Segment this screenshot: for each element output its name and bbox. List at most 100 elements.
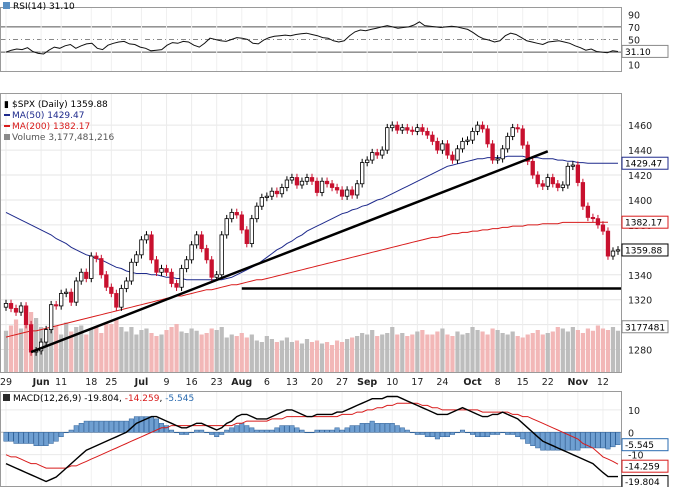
volume-bar (264, 336, 269, 372)
volume-bar (470, 327, 475, 372)
candle-up (189, 244, 194, 261)
candle-down (94, 255, 99, 259)
volume-bar (585, 328, 591, 372)
volume-bar (224, 337, 229, 372)
candle-down (530, 160, 535, 176)
candle-down (515, 127, 520, 130)
candle-down (169, 271, 174, 284)
ma200-value-badge: 1382.17 (621, 215, 669, 229)
candle-down (540, 183, 545, 187)
macd-histogram-bar (279, 425, 285, 433)
macd-histogram-bar (38, 432, 44, 446)
candle-up (179, 268, 184, 288)
macd-histogram-bar (605, 432, 611, 450)
candle-up (194, 234, 199, 246)
macd-histogram-bar (575, 432, 581, 451)
macd-label-name: MACD(12,26,9) (13, 394, 84, 404)
macd-histogram-bar (194, 429, 200, 433)
macd-histogram-bar (394, 425, 400, 433)
x-tick-label: 18 (85, 377, 97, 388)
macd-histogram-bar (465, 432, 471, 434)
candle-up (89, 255, 94, 279)
candle-up (415, 127, 420, 132)
macd-histogram-bar (58, 432, 64, 438)
macd-histogram-bar (615, 432, 621, 445)
candle-up (264, 195, 270, 198)
macd-histogram-bar (68, 429, 74, 433)
candle-up (184, 259, 189, 269)
volume-bar (54, 325, 59, 372)
volume-value-badge: 3177481 (621, 320, 669, 334)
volume-bar (455, 331, 460, 372)
volume-bar (475, 330, 480, 372)
volume-bar (535, 330, 540, 372)
volume-bar (575, 330, 580, 372)
volume-bar (555, 327, 560, 372)
macd-value-badge-box (621, 475, 669, 487)
candle-up (319, 180, 325, 193)
candle-down (244, 229, 249, 244)
candle-up (269, 190, 275, 197)
volume-bar (505, 334, 510, 372)
candle-down (480, 124, 485, 130)
macd-tick-label: 0 (628, 428, 634, 439)
volume-bar (229, 334, 234, 372)
macd-histogram-bar (485, 432, 491, 438)
volume-bar (425, 334, 430, 372)
x-tick-label: 22 (542, 377, 554, 388)
ma50-value-badge-text: 1429.47 (625, 160, 662, 170)
macd-legend: MACD(12,26,9) -19.804, -14.259, -5.545 (3, 394, 194, 404)
x-tick-label: 9 (164, 377, 170, 388)
candle-up (400, 127, 405, 131)
candle-up (139, 239, 144, 256)
volume-bar (530, 333, 535, 372)
macd-histogram-bar (98, 420, 104, 433)
volume-value-badge-box (621, 320, 669, 334)
macd-histogram-bar (63, 432, 69, 434)
macd-histogram-bar (329, 429, 335, 433)
candle-down (334, 187, 340, 191)
macd-histogram-bar (500, 432, 506, 434)
volume-bar (610, 327, 616, 372)
macd-label: MACD(12,26,9) -19.804, -14.259, -5.545 (13, 394, 194, 404)
volume-bar (370, 330, 375, 372)
candle-down (575, 164, 581, 183)
candle-down (69, 291, 74, 303)
macd-value-badge-text: -19.804 (625, 478, 660, 487)
macd-histogram-bar (73, 425, 79, 433)
candle-up (74, 280, 79, 303)
volume-bar (510, 331, 515, 372)
candle-up (18, 305, 24, 313)
candle-down (104, 274, 109, 288)
macd-histogram-bar (505, 432, 511, 435)
macd-histogram-bar (439, 432, 445, 438)
macd-histogram-bar (284, 425, 290, 433)
rsi-value-badge: 31.10 (621, 44, 669, 58)
macd-histogram-bar (219, 432, 225, 435)
volume-bar (59, 334, 64, 372)
macd-histogram-bar (294, 427, 300, 433)
candle-up (219, 234, 224, 276)
candle-down (174, 283, 179, 288)
candle-down (54, 304, 59, 307)
x-tick-label: 16 (186, 377, 198, 388)
volume-bar (550, 331, 555, 372)
candle-down (420, 127, 425, 132)
macd-histogram-bar (389, 423, 395, 433)
volume-bar (410, 334, 415, 372)
candle-down (555, 183, 560, 188)
candle-up (570, 164, 576, 167)
ma50-line (5, 155, 618, 281)
volume-bar (304, 339, 310, 372)
macd-histogram-bar (299, 429, 305, 433)
volume-bar (365, 334, 370, 372)
volume-bar (89, 328, 94, 372)
macd-histogram-bar (550, 432, 556, 451)
x-tick-label: 20 (311, 377, 323, 388)
candle-down (349, 189, 355, 196)
candle-up (254, 205, 259, 220)
x-tick-label: 29 (0, 377, 12, 388)
volume-bar (465, 333, 470, 372)
macd-histogram-bar (495, 432, 501, 435)
